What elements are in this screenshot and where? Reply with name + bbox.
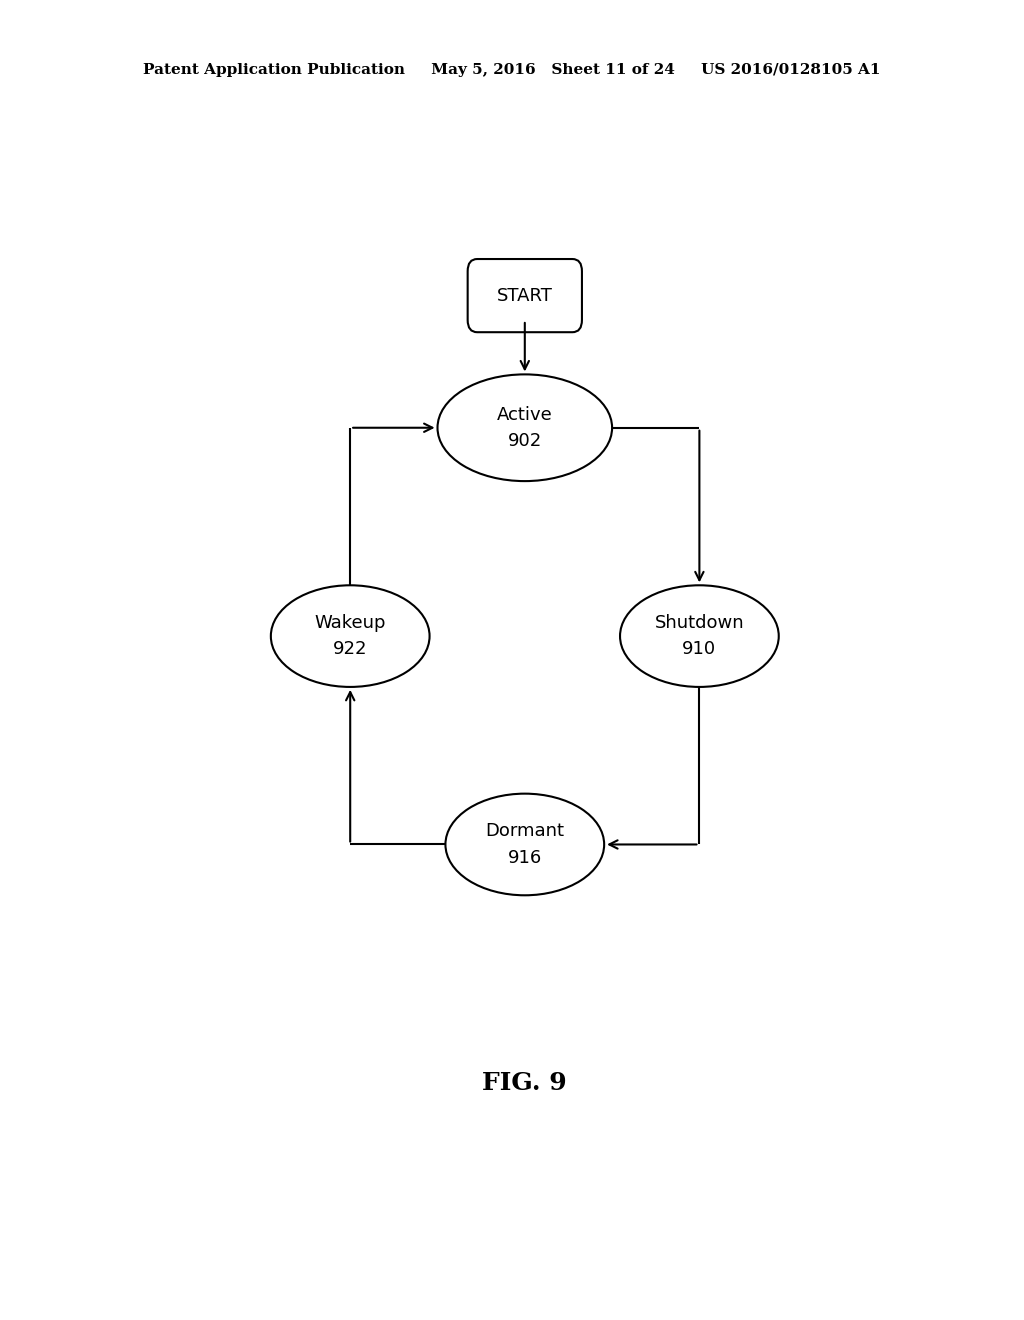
Text: Shutdown
910: Shutdown 910 xyxy=(654,614,744,659)
Ellipse shape xyxy=(270,585,430,686)
Text: Patent Application Publication     May 5, 2016   Sheet 11 of 24     US 2016/0128: Patent Application Publication May 5, 20… xyxy=(143,63,881,77)
Text: FIG. 9: FIG. 9 xyxy=(482,1072,567,1096)
Text: Wakeup
922: Wakeup 922 xyxy=(314,614,386,659)
Ellipse shape xyxy=(620,585,778,686)
Ellipse shape xyxy=(437,375,612,480)
Text: Active
902: Active 902 xyxy=(497,405,553,450)
FancyBboxPatch shape xyxy=(468,259,582,333)
Text: Dormant
916: Dormant 916 xyxy=(485,822,564,867)
Text: START: START xyxy=(497,286,553,305)
Ellipse shape xyxy=(445,793,604,895)
